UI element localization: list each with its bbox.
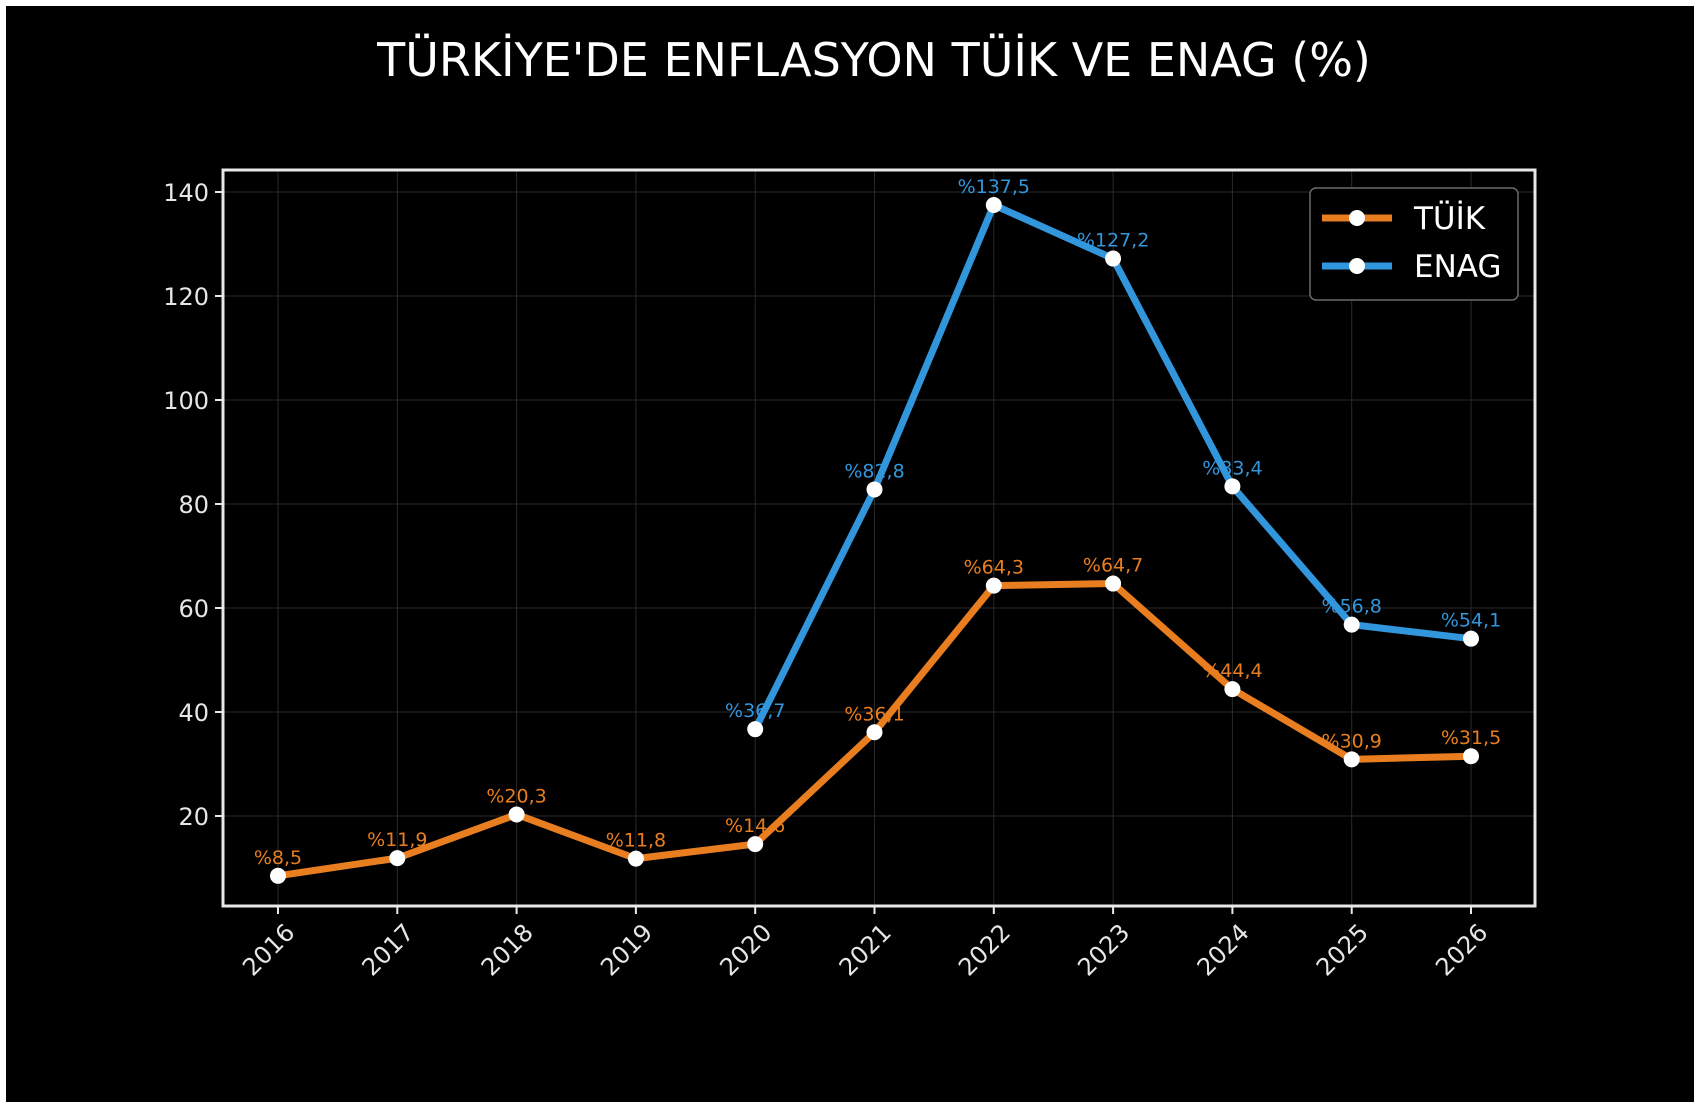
y-tick-label: 120 [163, 283, 209, 311]
data-point-enag [747, 721, 764, 738]
data-point-enag [1105, 250, 1122, 267]
data-label-tüi̇k: %64,7 [1083, 555, 1143, 577]
x-tick-label: 2019 [595, 918, 658, 981]
data-label-enag: %54,1 [1441, 610, 1501, 632]
legend: TÜİK ENAG [1309, 187, 1519, 301]
chart-frame: TÜRKİYE'DE ENFLASYON TÜİK VE ENAG (%) 20… [6, 6, 1694, 1102]
legend-label-tüi̇k: TÜİK [1413, 200, 1486, 237]
x-tick-label: 2022 [953, 918, 1016, 981]
data-label-tüi̇k: %11,9 [367, 829, 427, 851]
data-point-tüi̇k [389, 850, 406, 867]
x-tick-label: 2024 [1192, 918, 1255, 981]
data-label-enag: %56,8 [1322, 596, 1382, 618]
legend-marker-tüi̇k [1349, 210, 1365, 226]
data-point-tüi̇k [866, 724, 883, 741]
x-tick-label: 2020 [714, 918, 777, 981]
data-label-enag: %83,4 [1202, 457, 1262, 479]
chart-title: TÜRKİYE'DE ENFLASYON TÜİK VE ENAG (%) [376, 33, 1371, 87]
data-label-enag: %82,8 [844, 460, 904, 482]
data-point-tüi̇k [747, 836, 764, 853]
legend-marker-enag [1349, 258, 1365, 274]
x-tick-label: 2023 [1072, 918, 1135, 981]
data-label-tüi̇k: %8,5 [254, 847, 302, 869]
data-point-enag [1343, 616, 1360, 633]
x-tick-label: 2016 [237, 918, 300, 981]
data-label-enag: %127,2 [1077, 230, 1149, 252]
legend-label-enag: ENAG [1414, 249, 1501, 285]
line-chart: TÜRKİYE'DE ENFLASYON TÜİK VE ENAG (%) 20… [163, 33, 1537, 981]
x-tick-label: 2017 [357, 918, 420, 981]
y-tick-label: 100 [163, 387, 209, 415]
data-label-tüi̇k: %30,9 [1322, 730, 1382, 752]
data-point-tüi̇k [508, 806, 525, 823]
plot-area-border [221, 168, 1537, 908]
x-tick-label: 2021 [834, 918, 897, 981]
data-point-tüi̇k [270, 867, 286, 884]
data-label-tüi̇k: %31,5 [1441, 727, 1501, 749]
y-tick-label: 40 [178, 699, 209, 727]
data-point-tüi̇k [1105, 575, 1122, 592]
data-label-tüi̇k: %44,4 [1202, 660, 1262, 682]
data-point-enag [1224, 478, 1241, 495]
data-label-enag: %137,5 [958, 176, 1030, 198]
data-label-enag: %36,7 [725, 700, 785, 722]
data-point-enag [866, 481, 883, 498]
data-label-tüi̇k: %20,3 [486, 785, 546, 807]
data-point-tüi̇k [985, 577, 1002, 594]
data-point-enag [985, 197, 1002, 213]
y-tick-label: 20 [178, 803, 209, 831]
data-point-tüi̇k [627, 850, 644, 867]
x-tick-label: 2018 [476, 918, 539, 981]
x-tick-label: 2026 [1430, 918, 1493, 981]
data-point-enag [1463, 630, 1479, 647]
y-tick-label: 80 [178, 491, 209, 519]
data-label-tüi̇k: %36,1 [844, 703, 904, 725]
data-label-tüi̇k: %14,6 [725, 815, 785, 837]
data-label-tüi̇k: %64,3 [964, 557, 1024, 579]
x-tick-label: 2025 [1311, 918, 1374, 981]
y-tick-label: 140 [163, 179, 209, 207]
data-point-tüi̇k [1463, 748, 1479, 765]
data-point-tüi̇k [1343, 751, 1360, 768]
data-label-tüi̇k: %11,8 [606, 830, 666, 852]
data-point-tüi̇k [1224, 681, 1241, 698]
y-tick-label: 60 [178, 595, 209, 623]
